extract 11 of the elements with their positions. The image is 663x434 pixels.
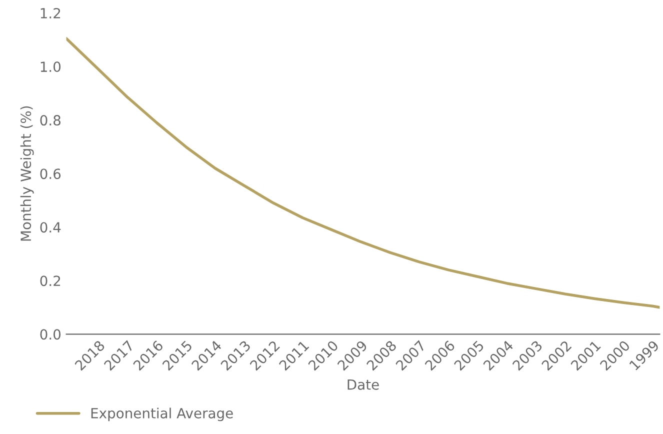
y-tick-label: 1.0 — [40, 62, 61, 72]
legend-label: Exponential Average — [91, 408, 233, 422]
y-axis-title: Monthly Weight (%) — [20, 106, 34, 241]
y-tick-label: 1.2 — [40, 8, 60, 18]
y-tick-label: 0.4 — [40, 222, 61, 233]
y-tick-label: 0.8 — [40, 115, 60, 126]
y-tick-label: 0.0 — [40, 329, 61, 340]
line-series — [66, 37, 660, 309]
y-tick-label: 0.2 — [40, 276, 60, 286]
x-axis-title: Date — [348, 380, 379, 390]
y-tick-label: 0.6 — [40, 168, 61, 180]
